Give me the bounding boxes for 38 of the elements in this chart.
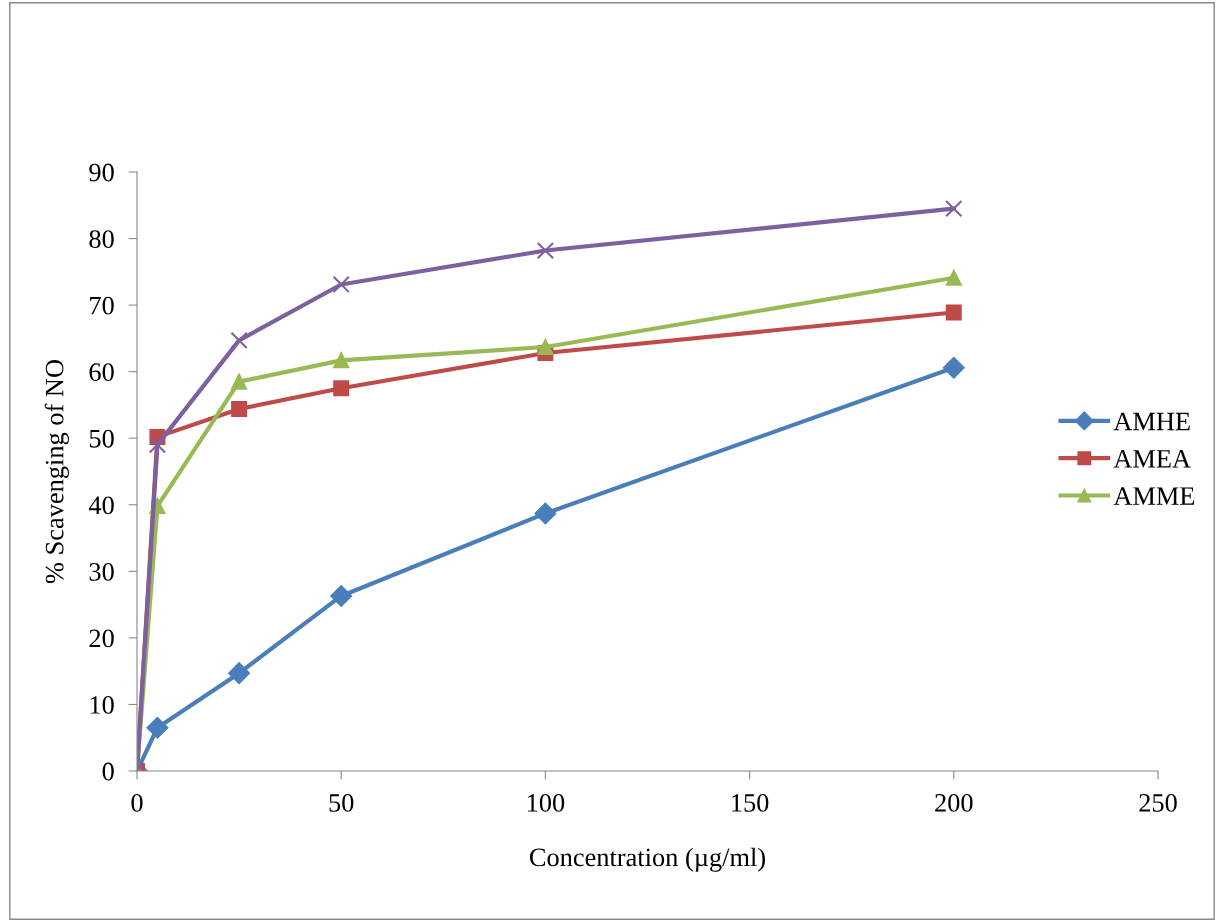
point	[148, 436, 167, 454]
point	[228, 662, 250, 685]
y-tick-label: 0	[102, 762, 114, 781]
x-tick-label: 150	[732, 793, 769, 812]
point	[146, 716, 169, 739]
x-tick-label: 250	[1139, 793, 1177, 812]
y-tick-label: 90	[89, 163, 114, 182]
point	[945, 269, 962, 286]
point	[330, 585, 353, 607]
point	[534, 502, 557, 525]
y-tick-label: 40	[88, 496, 114, 515]
point	[945, 304, 962, 321]
y-tick-label: 80	[89, 230, 114, 248]
y-tick-label: 70	[90, 296, 114, 315]
x-tick-label: 0	[131, 793, 143, 812]
y-tick-label: 60	[89, 363, 114, 382]
y-tick-label: 50	[89, 429, 114, 448]
point	[332, 275, 350, 294]
point	[231, 400, 248, 417]
legend-label: AMEA	[1113, 450, 1191, 468]
point	[942, 356, 965, 379]
legend-label: AMME	[1113, 487, 1195, 505]
point	[536, 241, 555, 260]
point	[230, 331, 248, 350]
point	[231, 373, 248, 390]
x-tick-label: 100	[527, 793, 565, 812]
point	[537, 339, 554, 356]
x-axis-title: Concentration (µg/ml)	[529, 847, 765, 872]
point	[333, 380, 350, 397]
point	[333, 352, 350, 369]
y-axis-title: % Scavenging of NO	[44, 360, 69, 584]
y-tick-label: 30	[89, 562, 114, 581]
x-tick-label: 200	[935, 793, 973, 812]
y-tick-label: 20	[89, 629, 114, 648]
y-tick-label: 10	[90, 696, 114, 714]
point	[945, 199, 963, 218]
x-tick-label: 50	[329, 793, 354, 812]
legend-label: AMHE	[1113, 412, 1190, 431]
